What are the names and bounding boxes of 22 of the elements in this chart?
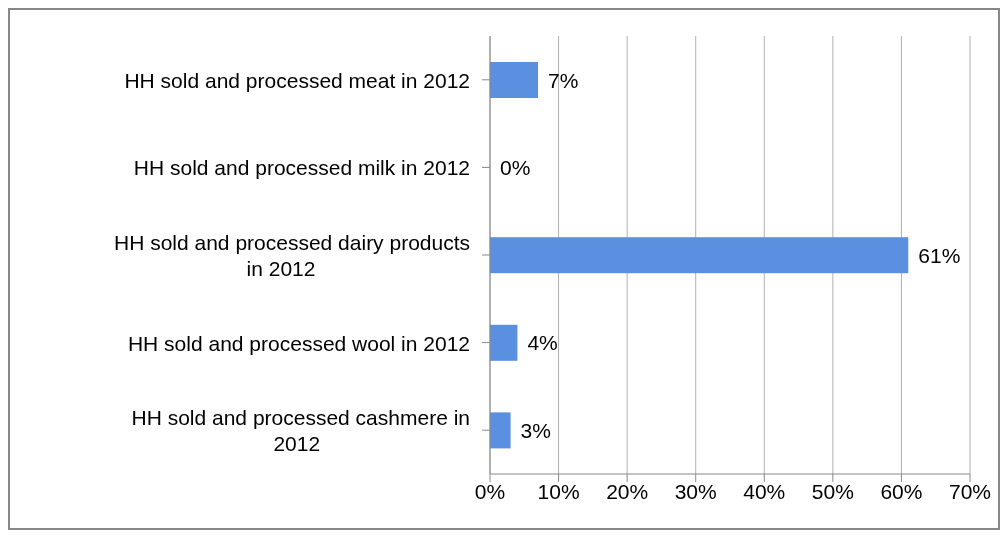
bar xyxy=(490,412,511,449)
data-label: 61% xyxy=(918,243,961,267)
data-label: 4% xyxy=(527,331,558,355)
data-label: 0% xyxy=(500,156,531,180)
x-tick-label: 40% xyxy=(743,479,786,503)
x-tick-label: 60% xyxy=(880,479,923,503)
data-label: 7% xyxy=(548,68,579,92)
x-tick-label: 70% xyxy=(948,479,992,503)
y-tick-label: HH sold and processed meat in 2012 xyxy=(124,68,470,92)
x-tick-label: 50% xyxy=(811,479,854,503)
bar xyxy=(490,62,538,98)
y-tick-label: HH sold and processed cashmere in 2012 xyxy=(131,405,470,455)
x-tick-label: 10% xyxy=(537,479,580,503)
bar xyxy=(490,237,909,274)
x-tick-label: 20% xyxy=(606,479,649,503)
y-tick-label: HH sold and processed dairy products in 2012 xyxy=(113,230,470,280)
bar xyxy=(490,324,518,361)
y-tick-label: HH sold and processed milk in 2012 xyxy=(133,155,470,179)
x-tick-label: 30% xyxy=(674,479,717,503)
data-label: 3% xyxy=(520,418,551,442)
y-tick-label: HH sold and processed wool in 2012 xyxy=(127,331,470,355)
x-tick-label: 0% xyxy=(474,479,506,503)
